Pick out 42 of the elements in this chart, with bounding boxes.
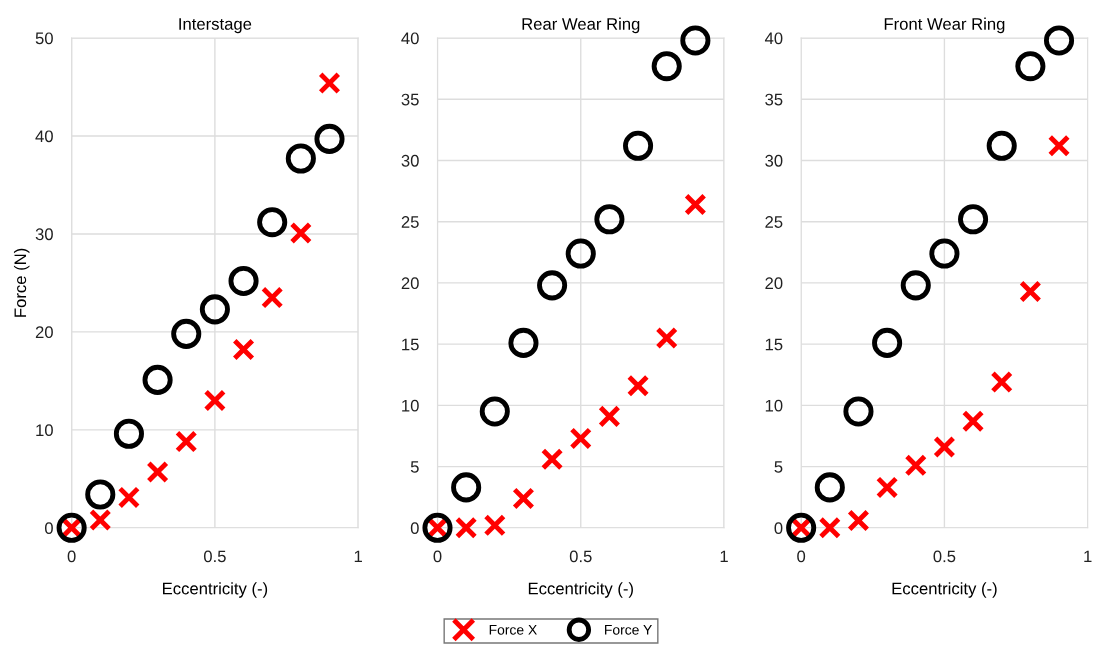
x-tick-label: 0.5	[933, 550, 956, 563]
y-tick-label: 15	[402, 338, 419, 351]
y-tick-label: 40	[764, 32, 783, 45]
y-tick-label: 35	[401, 93, 419, 106]
x-axis-title: Eccentricity (-)	[163, 582, 268, 598]
x-tick-label: 0	[433, 550, 442, 563]
x-axis-title: Eccentricity (-)	[892, 582, 997, 598]
y-tick-label: 20	[35, 326, 53, 339]
y-tick-label: 30	[765, 154, 783, 167]
y-tick-label: 5	[410, 461, 419, 473]
chart-title: Interstage	[179, 18, 252, 34]
y-tick-label: 0	[410, 522, 419, 534]
y-tick-label: 30	[401, 154, 419, 167]
chart-title: Rear Wear Ring	[522, 17, 640, 34]
y-tick-label: 35	[765, 93, 783, 106]
y-tick-label: 10	[765, 399, 783, 412]
legend-label: Force Y	[605, 625, 652, 635]
legend-label: Force X	[489, 625, 537, 635]
x-tick-label: 1	[354, 550, 362, 563]
x-tick-label: 0.5	[203, 550, 226, 563]
y-axis-title: Force (N)	[13, 248, 30, 317]
y-tick-label: 25	[765, 216, 783, 228]
x-tick-label: 1	[720, 550, 728, 563]
x-axis-title: Eccentricity (-)	[528, 582, 633, 598]
x-tick-label: 1	[1084, 550, 1092, 563]
y-tick-label: 25	[401, 216, 419, 228]
y-tick-label: 0	[44, 522, 53, 534]
y-tick-label: 30	[35, 228, 53, 241]
x-tick-label: 0.5	[569, 550, 592, 563]
y-tick-label: 40	[401, 32, 419, 45]
y-tick-label: 20	[765, 277, 783, 290]
x-tick-label: 0	[67, 550, 76, 563]
y-tick-label: 10	[36, 424, 53, 437]
y-tick-label: 50	[35, 32, 53, 45]
y-tick-label: 20	[401, 277, 419, 290]
chart-title: Front Wear Ring	[884, 17, 1005, 34]
y-tick-label: 40	[35, 130, 53, 143]
y-tick-label: 10	[402, 399, 419, 412]
y-tick-label: 15	[765, 338, 783, 351]
y-tick-label: 5	[774, 461, 783, 473]
x-tick-label: 0	[797, 550, 806, 563]
y-tick-label: 0	[774, 522, 783, 534]
